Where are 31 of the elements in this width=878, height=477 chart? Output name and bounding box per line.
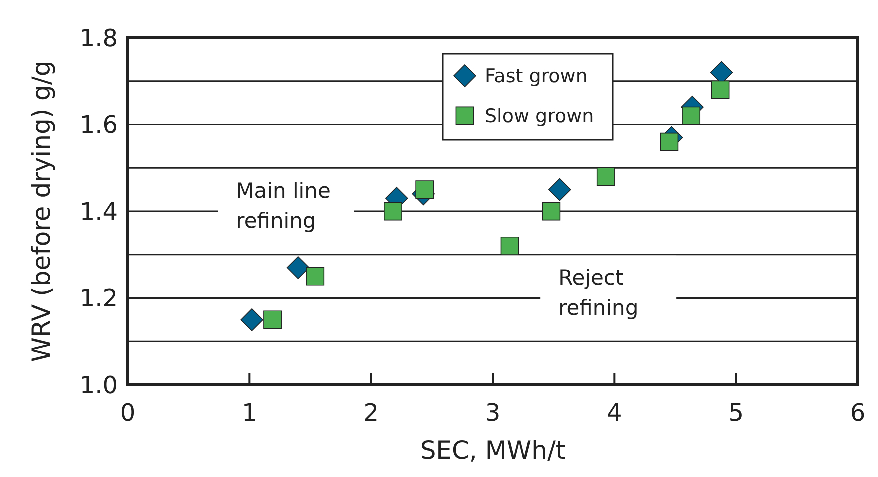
point: [542, 202, 561, 221]
annotation: Main line refining: [236, 179, 331, 234]
point: [596, 168, 616, 186]
y-tick-label: 1.2: [80, 284, 118, 313]
point: [682, 106, 701, 126]
point: [416, 180, 434, 200]
point: [264, 310, 282, 330]
x-tick-label: 4: [607, 399, 622, 427]
point: [286, 256, 310, 280]
point: [548, 178, 572, 202]
x-tick-label: 5: [728, 399, 744, 427]
y-tick-label: 1.0: [80, 371, 118, 400]
y-tick-label: 1.8: [80, 24, 118, 52]
point: [660, 132, 679, 152]
y-axis-title: WRV (before drying) g/g: [27, 60, 56, 362]
legend-label: Slow grown: [485, 106, 594, 128]
point: [240, 308, 264, 332]
x-tick-label: 6: [850, 399, 866, 427]
x-tick-label: 1: [242, 399, 258, 427]
point: [384, 202, 402, 221]
x-tick-label: 2: [364, 399, 379, 427]
x-axis-title: SEC, MWh/t: [420, 436, 566, 465]
y-tick-label: 1.6: [80, 111, 118, 140]
y-tick-label: 1.4: [80, 198, 118, 226]
point: [711, 80, 730, 100]
point: [306, 267, 325, 286]
annotation: Reject refining: [558, 266, 639, 320]
legend-label: Fast grown: [485, 66, 588, 88]
x-tick-label: 0: [120, 399, 136, 427]
x-tick-label: 3: [485, 399, 501, 427]
point: [500, 237, 520, 256]
